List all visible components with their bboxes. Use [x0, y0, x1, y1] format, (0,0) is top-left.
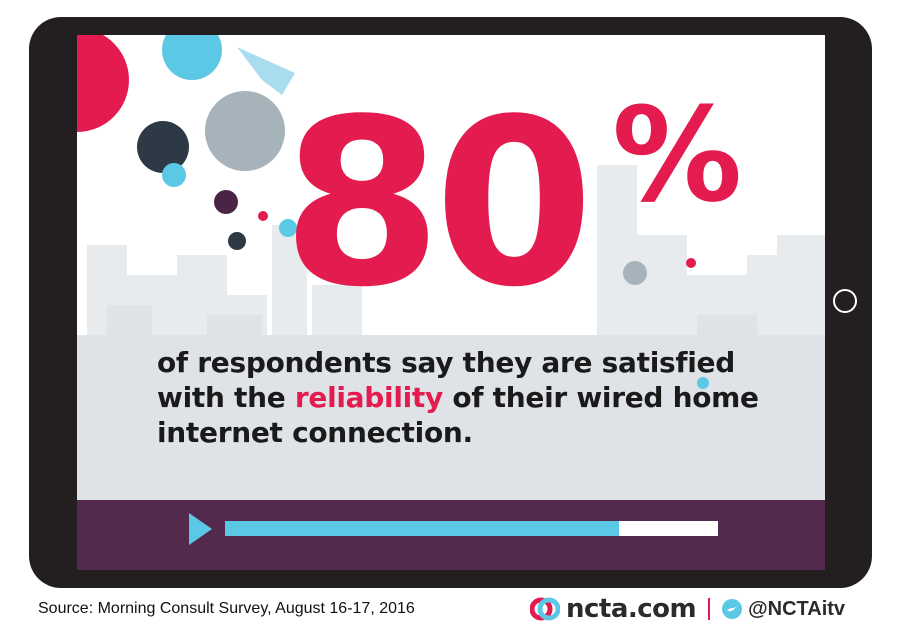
decorative-circle: [205, 91, 285, 171]
decorative-circle: [162, 163, 186, 187]
twitter-handle[interactable]: @NCTAitv: [748, 597, 846, 620]
stat-number: 80: [282, 71, 594, 338]
twitter-bird-icon: [722, 599, 743, 619]
decorative-circle: [137, 121, 189, 173]
splash-decoration: [237, 47, 295, 95]
decorative-circle: [228, 232, 246, 250]
progress-track[interactable]: [225, 521, 718, 536]
decorative-circle: [77, 35, 129, 132]
progress-fill: [225, 521, 620, 536]
decorative-circle: [214, 190, 238, 214]
home-button: [833, 289, 857, 313]
decorative-circle: [162, 35, 222, 80]
divider: [708, 598, 711, 620]
decorative-circle: [623, 261, 647, 285]
city-skyline-background: [77, 35, 825, 500]
brand-footer: ncta.com @NCTAitv: [530, 594, 845, 624]
source-note: Source: Morning Consult Survey, August 1…: [38, 600, 415, 617]
tablet-screen: 80 % of respondents say they are satisfi…: [77, 35, 825, 570]
decorative-circle: [686, 258, 696, 268]
caption-text: of their wired home internet connection.: [157, 381, 759, 449]
play-icon[interactable]: [189, 513, 212, 545]
decorative-circle: [697, 377, 709, 389]
ncta-logo-icon: [530, 597, 560, 621]
decorative-circle: [279, 219, 297, 237]
stat-percent-sign: %: [612, 79, 743, 231]
decorative-circle: [258, 211, 268, 221]
stat-caption: of respondents say they are satisfied wi…: [157, 345, 797, 450]
caption-text: of respondents say they are satisfied wi…: [157, 346, 735, 414]
site-link[interactable]: ncta.com: [566, 594, 697, 624]
caption-highlight: reliability: [294, 381, 443, 414]
video-player-bar: [77, 500, 825, 570]
